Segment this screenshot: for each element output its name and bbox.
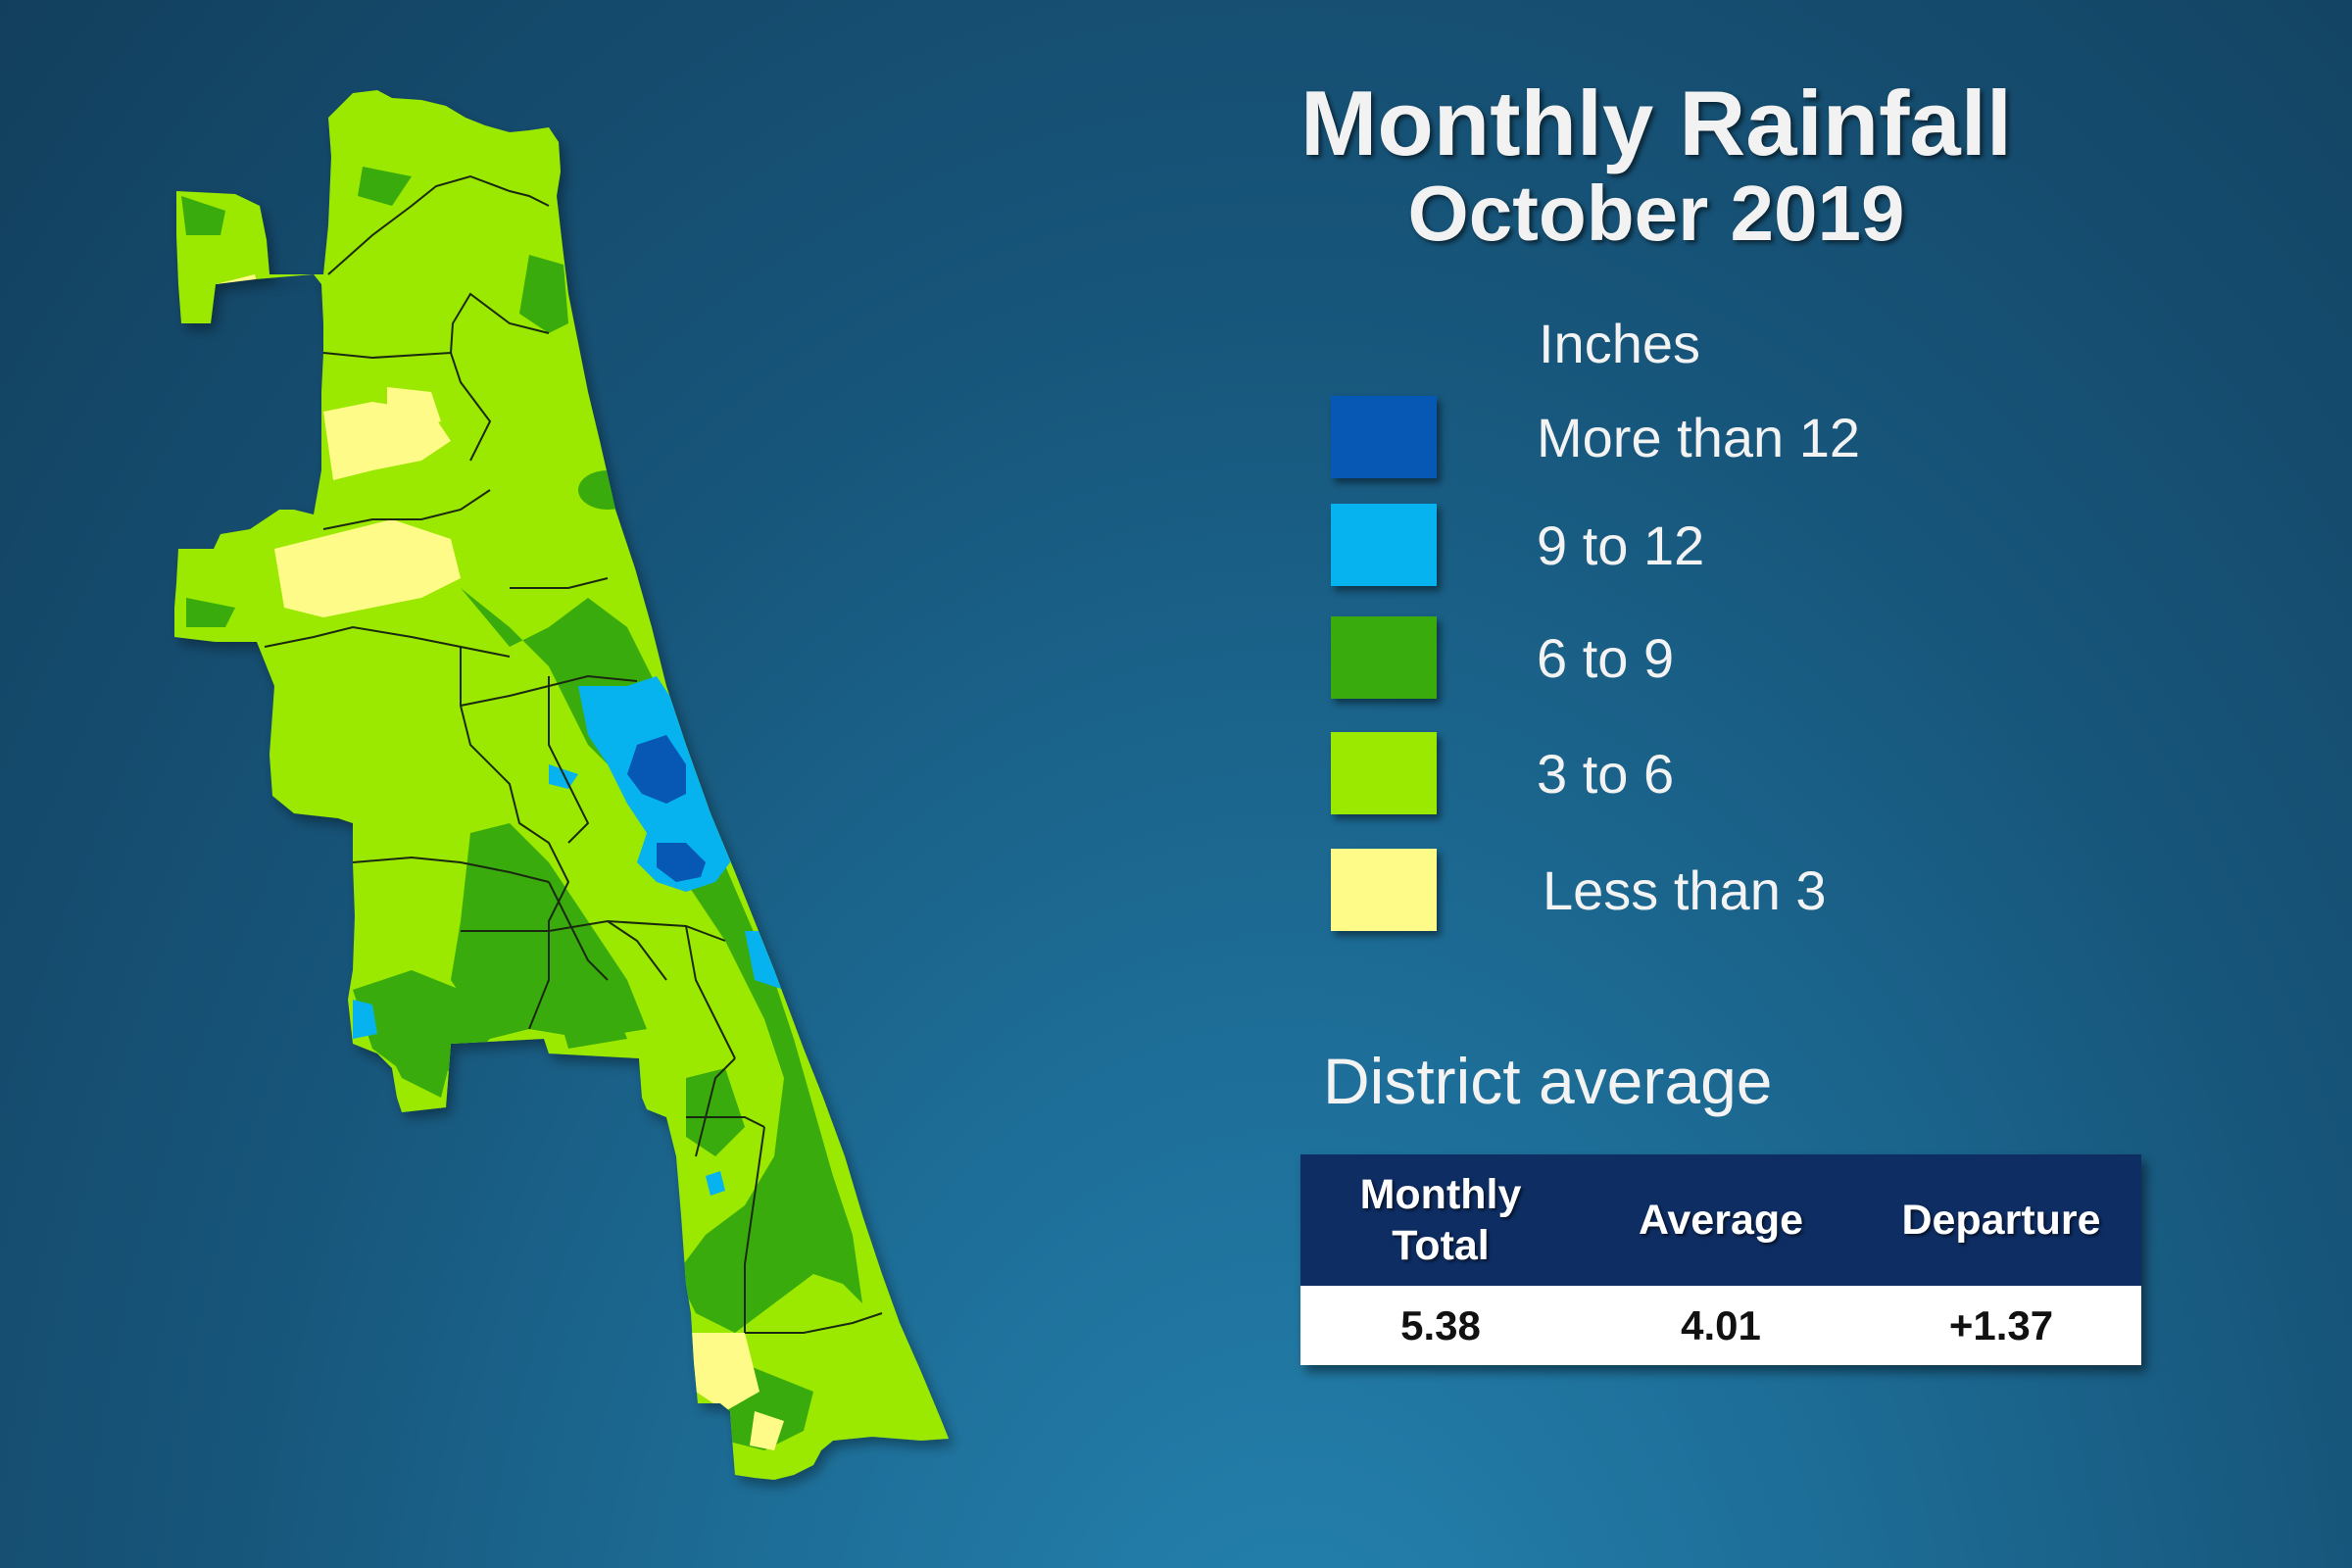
district-average-table: Monthly Total Average Departure 5.38 4.0… <box>1300 1154 2141 1365</box>
legend-label: More than 12 <box>1537 407 1860 468</box>
table-row: 5.38 4.01 +1.37 <box>1300 1286 2141 1365</box>
map-title: Monthly Rainfall <box>1300 72 2012 174</box>
legend-item-3-to-6: 3 to 6 <box>1331 732 2076 814</box>
legend-swatch <box>1331 732 1437 814</box>
district-average-heading: District average <box>1323 1045 1773 1117</box>
table-header-row: Monthly Total Average Departure <box>1300 1154 2141 1286</box>
legend-label: 6 to 9 <box>1537 627 1675 689</box>
legend-swatch <box>1331 616 1437 699</box>
legend-label: Less than 3 <box>1543 859 1827 921</box>
county-boundaries <box>264 174 883 1334</box>
legend-label: 3 to 6 <box>1537 743 1675 805</box>
legend-label: 9 to 12 <box>1537 514 1705 576</box>
legend-swatch <box>1331 849 1437 931</box>
value-average: 4.01 <box>1681 1301 1761 1348</box>
legend-item-less-than-3: Less than 3 <box>1331 849 2076 931</box>
value-monthly-total: 5.38 <box>1400 1301 1481 1348</box>
header-departure: Departure <box>1901 1197 2101 1244</box>
rainfall-zones <box>181 167 862 1450</box>
header-average: Average <box>1638 1197 1804 1244</box>
legend-units-label: Inches <box>1539 313 1700 374</box>
legend-item-more-than-12: More than 12 <box>1331 396 2076 478</box>
header-monthly-total: Monthly Total <box>1300 1154 1581 1286</box>
zone-less-than-3 <box>216 274 784 1450</box>
legend-swatch <box>1331 396 1437 478</box>
legend-item-6-to-9: 6 to 9 <box>1331 616 2076 699</box>
zone-more-than-12 <box>627 735 706 882</box>
legend-item-9-to-12: 9 to 12 <box>1331 504 2076 586</box>
value-departure: +1.37 <box>1948 1301 2054 1348</box>
map-subtitle: October 2019 <box>1407 170 1905 257</box>
legend-swatch <box>1331 504 1437 586</box>
header-monthly-total-text: Monthly Total <box>1359 1171 1522 1269</box>
